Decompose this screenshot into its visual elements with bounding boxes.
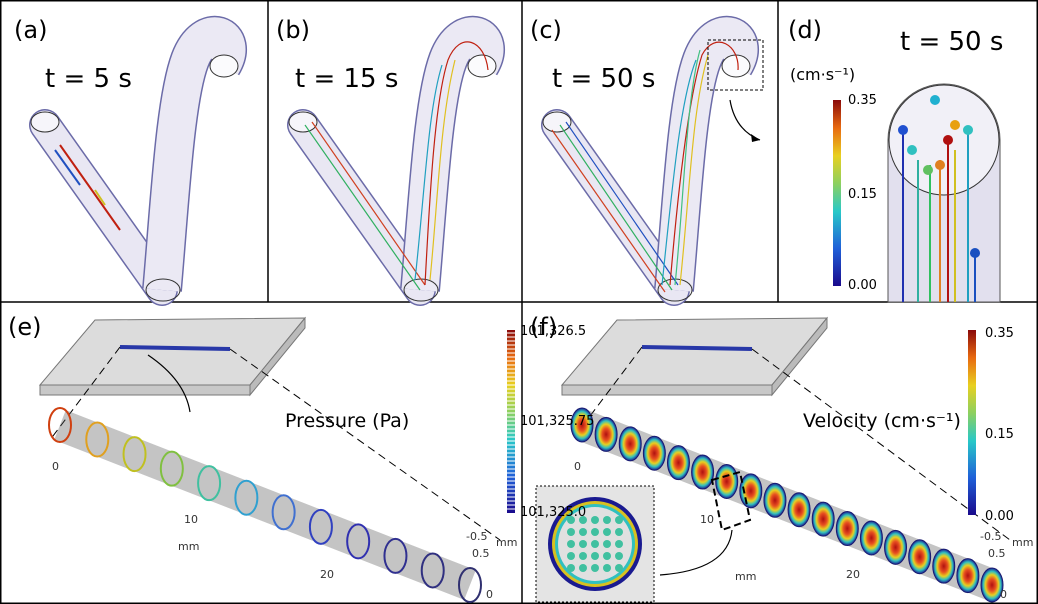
colorbar-tick: 101,325.0: [520, 505, 586, 520]
colorbar-tick: 101,325.75: [520, 414, 594, 429]
axis-tick: 0.5: [988, 547, 1006, 560]
axis-tick: 0.5: [472, 547, 490, 560]
figure: (a) t = 5 s (b) t = 15 s (c) t = 50 s (d…: [0, 0, 1038, 604]
particle: [615, 552, 623, 560]
panel-label: (d): [788, 16, 822, 44]
particle: [567, 564, 575, 572]
axis-unit: mm: [735, 570, 756, 583]
arrowhead: [751, 134, 760, 142]
time-label: t = 50 s: [552, 64, 655, 94]
velocity-profile: [957, 559, 979, 593]
panel-label: (e): [8, 313, 42, 341]
axis-tick: -0.5: [980, 530, 1001, 543]
colorbar-tick: 0.35: [848, 93, 877, 108]
time-label: t = 15 s: [295, 64, 398, 94]
velocity-profile: [860, 521, 882, 555]
particle: [615, 564, 623, 572]
axis-tick: -0.5: [466, 530, 487, 543]
velocity-profile: [933, 549, 955, 583]
particle: [603, 528, 611, 536]
particle: [579, 528, 587, 536]
axis-tick: 0: [1000, 588, 1007, 601]
velocity-profile: [764, 483, 786, 517]
velocity-profile: [595, 417, 617, 451]
axis-tick: 20: [320, 568, 334, 581]
particle: [603, 540, 611, 548]
axis-tick: 0: [574, 460, 581, 473]
particle: [579, 564, 587, 572]
particle: [615, 528, 623, 536]
panel-label: (b): [276, 16, 310, 44]
particle: [591, 528, 599, 536]
colorbar: [833, 100, 841, 286]
particle: [603, 552, 611, 560]
velocity-profile: [667, 446, 689, 480]
panel-label: (a): [14, 16, 47, 44]
axis-tick: 20: [846, 568, 860, 581]
particle: [567, 528, 575, 536]
particle: [591, 540, 599, 548]
particle: [579, 540, 587, 548]
axis-unit: mm: [1012, 536, 1033, 549]
time-label: t = 50 s: [900, 27, 1003, 57]
chip-render: [40, 318, 500, 585]
velocity-profile: [619, 427, 641, 461]
velocity-profile: [885, 530, 907, 564]
axis-unit: mm: [496, 536, 517, 549]
axis-tick: 0: [52, 460, 59, 473]
particle: [615, 516, 623, 524]
colorbar-tick: 0.15: [848, 187, 877, 202]
colorbar-tick: 0.35: [985, 326, 1014, 341]
arrow: [660, 530, 732, 575]
velocity-profile: [812, 502, 834, 536]
colorbar-title: Velocity (cm·s⁻¹): [803, 410, 961, 432]
velocity-profile: [692, 455, 714, 489]
axis-tick: 0: [486, 588, 493, 601]
particle: [567, 552, 575, 560]
axis-tick: 10: [700, 513, 714, 526]
time-label: t = 5 s: [45, 64, 132, 94]
axis-tick: 10: [184, 513, 198, 526]
velocity-profile: [909, 540, 931, 574]
particle: [579, 552, 587, 560]
inset: [536, 486, 654, 602]
colorbar-title: Pressure (Pa): [285, 410, 409, 432]
velocity-profile: [643, 436, 665, 470]
panel-label: (f): [530, 313, 557, 341]
colorbar-tick: 0.00: [985, 509, 1014, 524]
velocity-profile: [788, 493, 810, 527]
particle: [591, 564, 599, 572]
particle: [591, 552, 599, 560]
panel-label: (c): [530, 16, 562, 44]
colorbar-tick: 0.15: [985, 427, 1014, 442]
particle: [615, 540, 623, 548]
particle: [603, 564, 611, 572]
axis-unit: mm: [178, 540, 199, 553]
particle: [591, 516, 599, 524]
velocity-profile: [716, 464, 738, 498]
velocity-profile: [836, 512, 858, 546]
colorbar-tick: 0.00: [848, 278, 877, 293]
colorbar-unit: (cm·s⁻¹): [790, 65, 855, 84]
particle: [567, 540, 575, 548]
velocity-colorbar: [968, 330, 976, 515]
pressure-colorbar: [507, 330, 515, 513]
arrow: [730, 100, 760, 140]
particle: [603, 516, 611, 524]
